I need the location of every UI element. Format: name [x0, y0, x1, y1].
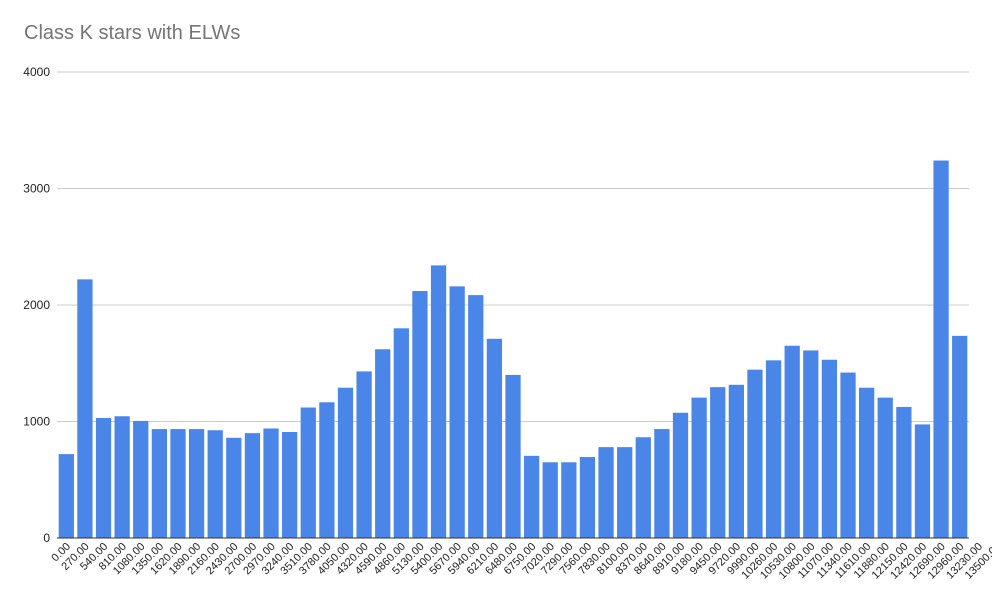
- bar: [412, 291, 428, 538]
- bar: [77, 279, 93, 538]
- bar: [579, 457, 596, 538]
- bar: [896, 406, 912, 538]
- bar: [710, 387, 726, 538]
- bar: [840, 372, 856, 538]
- bar: [282, 431, 298, 538]
- bar: [747, 369, 763, 538]
- bar: [933, 160, 949, 539]
- bar: [244, 433, 261, 538]
- y-tick-label: 1000: [23, 415, 50, 429]
- bar: [430, 265, 447, 538]
- bar: [133, 420, 149, 538]
- bar: [170, 429, 186, 538]
- bar: [561, 462, 577, 538]
- y-tick-label: 3000: [23, 182, 50, 196]
- bar: [226, 437, 242, 538]
- bar: [319, 402, 335, 538]
- bar: [821, 359, 838, 538]
- bar: [356, 371, 372, 538]
- bar: [95, 418, 112, 538]
- bar: [486, 338, 503, 538]
- bar: [337, 387, 354, 538]
- bar: [672, 412, 689, 538]
- y-tick-label: 2000: [23, 298, 50, 312]
- bar: [914, 424, 931, 538]
- bar: [635, 437, 651, 538]
- bar: [114, 416, 130, 538]
- bar: [468, 295, 484, 538]
- bars: [58, 160, 968, 539]
- bar: [263, 428, 279, 538]
- bar: [859, 387, 875, 538]
- bar: [300, 407, 316, 538]
- bar: [523, 455, 540, 538]
- bar: [449, 286, 465, 538]
- bar: [728, 384, 744, 538]
- bar: [542, 462, 558, 538]
- y-tick-label: 4000: [23, 65, 50, 79]
- bar: [393, 328, 409, 538]
- bar: [784, 345, 800, 538]
- bar: [188, 429, 205, 538]
- bar: [207, 430, 223, 538]
- chart-title: Class K stars with ELWs: [24, 22, 241, 44]
- x-tick-labels: 0.00270.00540.00810.001080.001350.001620…: [49, 541, 992, 582]
- bar: [803, 350, 819, 538]
- bar: [375, 349, 391, 538]
- bar: [654, 429, 670, 538]
- y-tick-label: 0: [43, 531, 50, 545]
- bar: [505, 374, 521, 538]
- bar: [691, 397, 707, 538]
- y-tick-labels: 0 1000 2000 3000 4000: [23, 65, 50, 545]
- bar: [877, 397, 893, 538]
- bar: [151, 429, 167, 538]
- bar: [598, 447, 614, 538]
- bar: [617, 447, 633, 538]
- bar: [952, 335, 968, 538]
- bar: [58, 454, 74, 538]
- bar: [765, 360, 782, 538]
